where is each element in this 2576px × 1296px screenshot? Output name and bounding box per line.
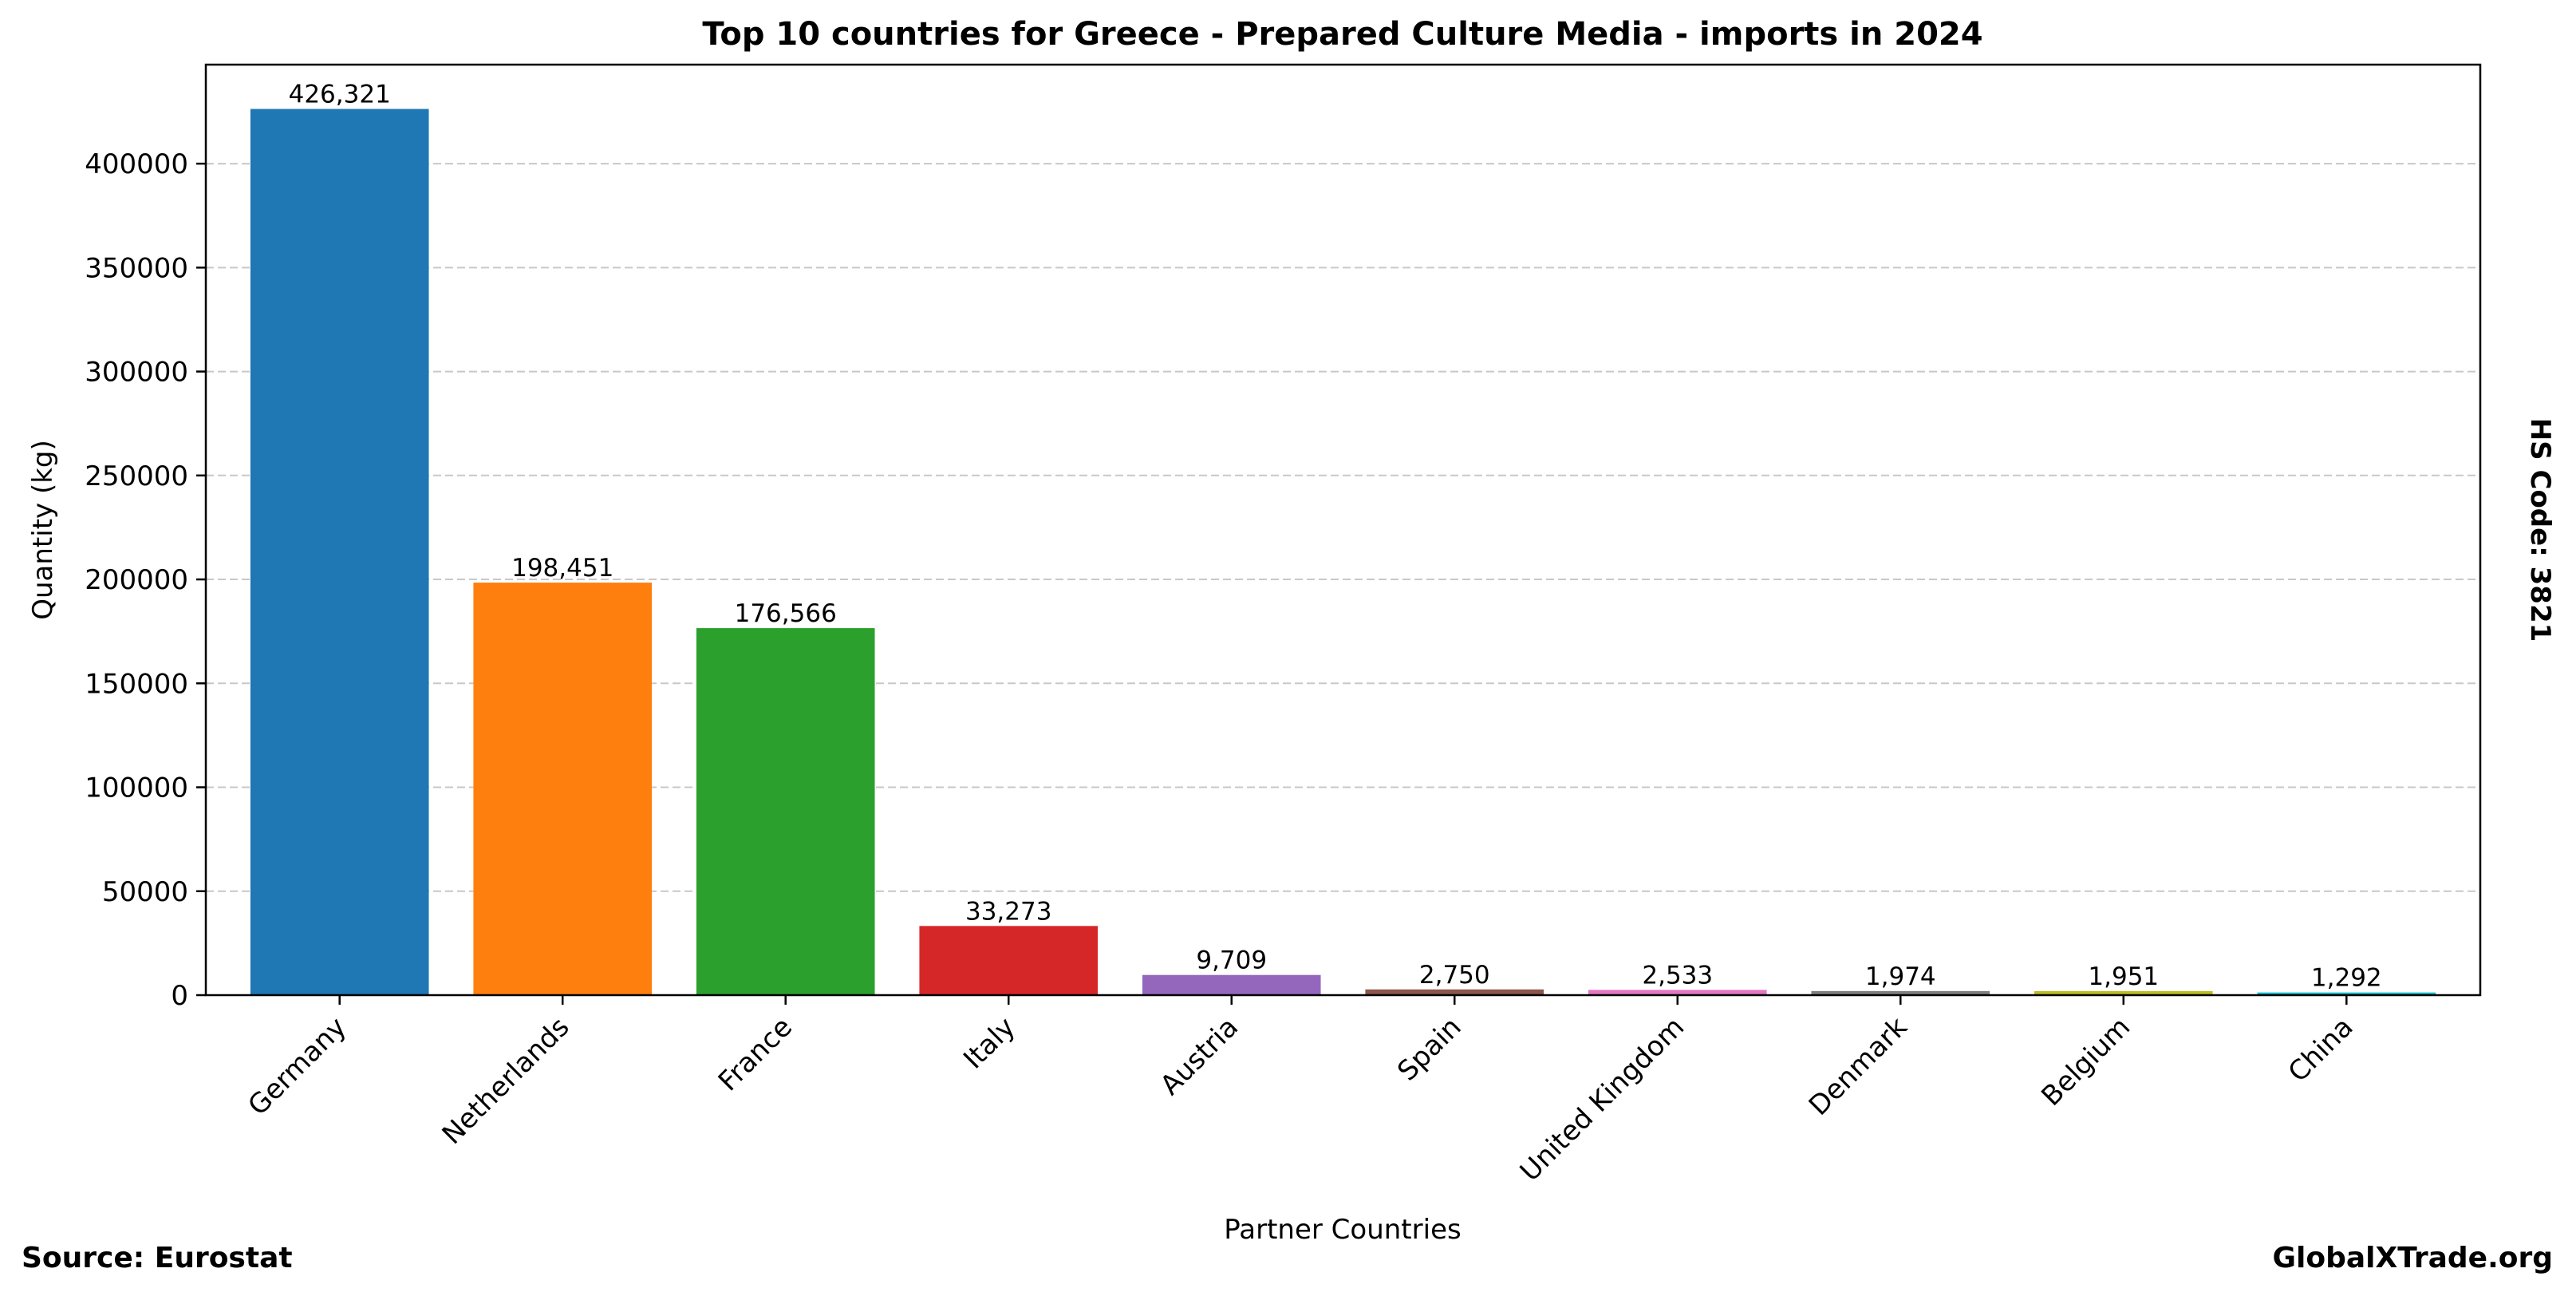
bar-value-label: 1,951 (2088, 962, 2159, 991)
x-tick-label: Austria (1154, 1011, 1245, 1101)
bar-france (696, 628, 875, 995)
bar-china (2257, 992, 2436, 995)
bar-spain (1365, 989, 1544, 995)
bar-value-label: 9,709 (1196, 946, 1267, 975)
bar-value-labels: 426,321 198,451 176,566 33,273 9,709 2,750 2,5… (289, 81, 2382, 993)
bar-value-label: 2,533 (1642, 961, 1713, 990)
bar-value-label: 1,292 (2311, 964, 2382, 993)
bar-germany (250, 109, 429, 995)
bar-value-label: 426,321 (289, 81, 391, 109)
x-tick-label: Belgium (2035, 1011, 2136, 1112)
y-axis-ticks: 0 50000 100000 150000 200000 250000 300000 3500… (85, 148, 206, 1012)
x-tick-label: United Kingdom (1514, 1011, 1690, 1187)
bar-value-label: 176,566 (735, 599, 837, 628)
bar-denmark (1811, 990, 1990, 995)
chart-title: Top 10 countries for Greece - Prepared C… (702, 16, 1982, 53)
x-tick-label: Germany (242, 1011, 353, 1122)
hs-code-label: HS Code: 3821 (2524, 418, 2556, 642)
y-tick-label: 200000 (85, 564, 188, 596)
bar-united-kingdom (1588, 990, 1767, 995)
x-tick-label: Spain (1391, 1011, 1467, 1087)
brand-watermark: GlobalXTrade.org (2272, 1242, 2553, 1274)
bars (250, 109, 2436, 995)
x-tick-label: Netherlands (436, 1011, 576, 1151)
y-tick-label: 300000 (85, 357, 188, 389)
source-note: Source: Eurostat (22, 1242, 293, 1274)
x-tick-label: France (712, 1011, 799, 1097)
y-tick-label: 0 (171, 980, 188, 1012)
y-tick-label: 250000 (85, 460, 188, 492)
x-axis-label: Partner Countries (1224, 1214, 1461, 1246)
x-tick-label: Denmark (1803, 1011, 1914, 1122)
y-tick-label: 350000 (85, 252, 188, 284)
bar-value-label: 198,451 (511, 554, 613, 583)
y-tick-label: 50000 (102, 876, 188, 908)
bar-italy (919, 926, 1099, 995)
bar-belgium (2034, 990, 2213, 995)
bar-value-label: 33,273 (965, 897, 1051, 926)
y-tick-label: 100000 (85, 772, 188, 804)
x-tick-label: China (2282, 1011, 2360, 1089)
bar-value-label: 2,750 (1419, 961, 1490, 990)
bar-netherlands (473, 583, 653, 995)
bar-value-label: 1,974 (1865, 962, 1936, 991)
y-tick-label: 400000 (85, 148, 188, 180)
bar-austria (1142, 974, 1321, 995)
x-tick-label: Italy (957, 1011, 1021, 1075)
x-axis-ticks: Germany Netherlands France Italy Austria Spai… (242, 995, 2360, 1187)
grid-lines (206, 163, 2480, 892)
y-tick-label: 150000 (85, 668, 188, 700)
y-axis-label: Quantity (kg) (27, 440, 59, 620)
plot-frame (204, 63, 2482, 997)
